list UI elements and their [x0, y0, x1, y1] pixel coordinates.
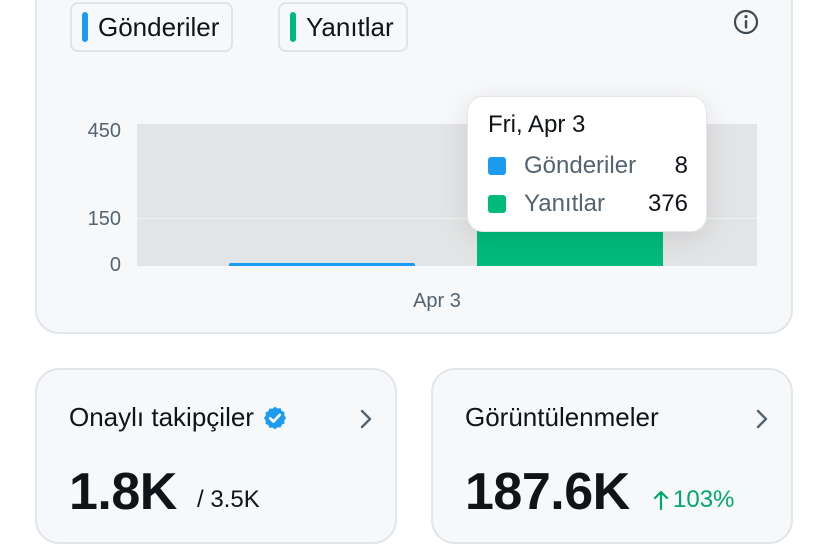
verified-followers-card[interactable]: Onaylı takipçiler 1.8K / 3.5K — [35, 368, 397, 544]
x-tick-label: Apr 3 — [413, 290, 461, 312]
chart-tooltip: Fri, Apr 3 Gönderiler 8 Yanıtlar 376 — [467, 96, 707, 232]
arrow-up-icon — [653, 490, 669, 511]
legend-label-gonderiler: Gönderiler — [98, 11, 220, 42]
impressions-title: Görüntülenmeler — [465, 402, 659, 432]
impressions-delta-value: 103% — [673, 486, 735, 513]
chart-card: Gönderiler Yanıtlar 450 150 0 Apr 3 Fri,… — [35, 0, 793, 334]
chevron-right-icon[interactable] — [753, 406, 771, 432]
legend-swatch-yanitlar — [290, 12, 296, 42]
verified-followers-title: Onaylı takipçiler — [69, 402, 288, 433]
tooltip-series-value: 376 — [647, 190, 688, 217]
verified-followers-total: / 3.5K — [197, 486, 260, 513]
tooltip-swatch — [488, 195, 506, 213]
tooltip-series-name: Yanıtlar — [524, 190, 605, 217]
impressions-delta: 103% — [653, 486, 734, 514]
info-icon[interactable] — [732, 8, 760, 36]
grid-line — [137, 218, 757, 219]
y-tick-label: 0 — [109, 254, 121, 276]
chevron-right-icon[interactable] — [357, 406, 375, 432]
tooltip-series-value: 8 — [674, 152, 688, 179]
legend-chip-yanitlar[interactable]: Yanıtlar — [278, 2, 408, 52]
impressions-value: 187.6K — [465, 463, 630, 521]
tooltip-date: Fri, Apr 3 — [488, 111, 586, 138]
legend-swatch-gonderiler — [82, 12, 88, 42]
y-tick-label: 150 — [87, 208, 121, 230]
verified-badge-icon — [263, 406, 287, 429]
verified-followers-label: Onaylı takipçiler — [69, 402, 254, 432]
impressions-card[interactable]: Görüntülenmeler 187.6K 103% — [431, 368, 793, 544]
tooltip-row-yanitlar: Yanıtlar 376 — [488, 189, 688, 219]
legend-chip-gonderiler[interactable]: Gönderiler — [70, 2, 234, 52]
y-tick-label: 450 — [87, 120, 121, 142]
bar-gonderiler-apr-3[interactable] — [229, 263, 415, 266]
tooltip-row-gonderiler: Gönderiler 8 — [488, 151, 688, 181]
tooltip-swatch — [488, 157, 506, 175]
tooltip-series-name: Gönderiler — [524, 152, 637, 179]
verified-followers-value: 1.8K — [69, 463, 177, 521]
legend-label-yanitlar: Yanıtlar — [306, 11, 394, 42]
